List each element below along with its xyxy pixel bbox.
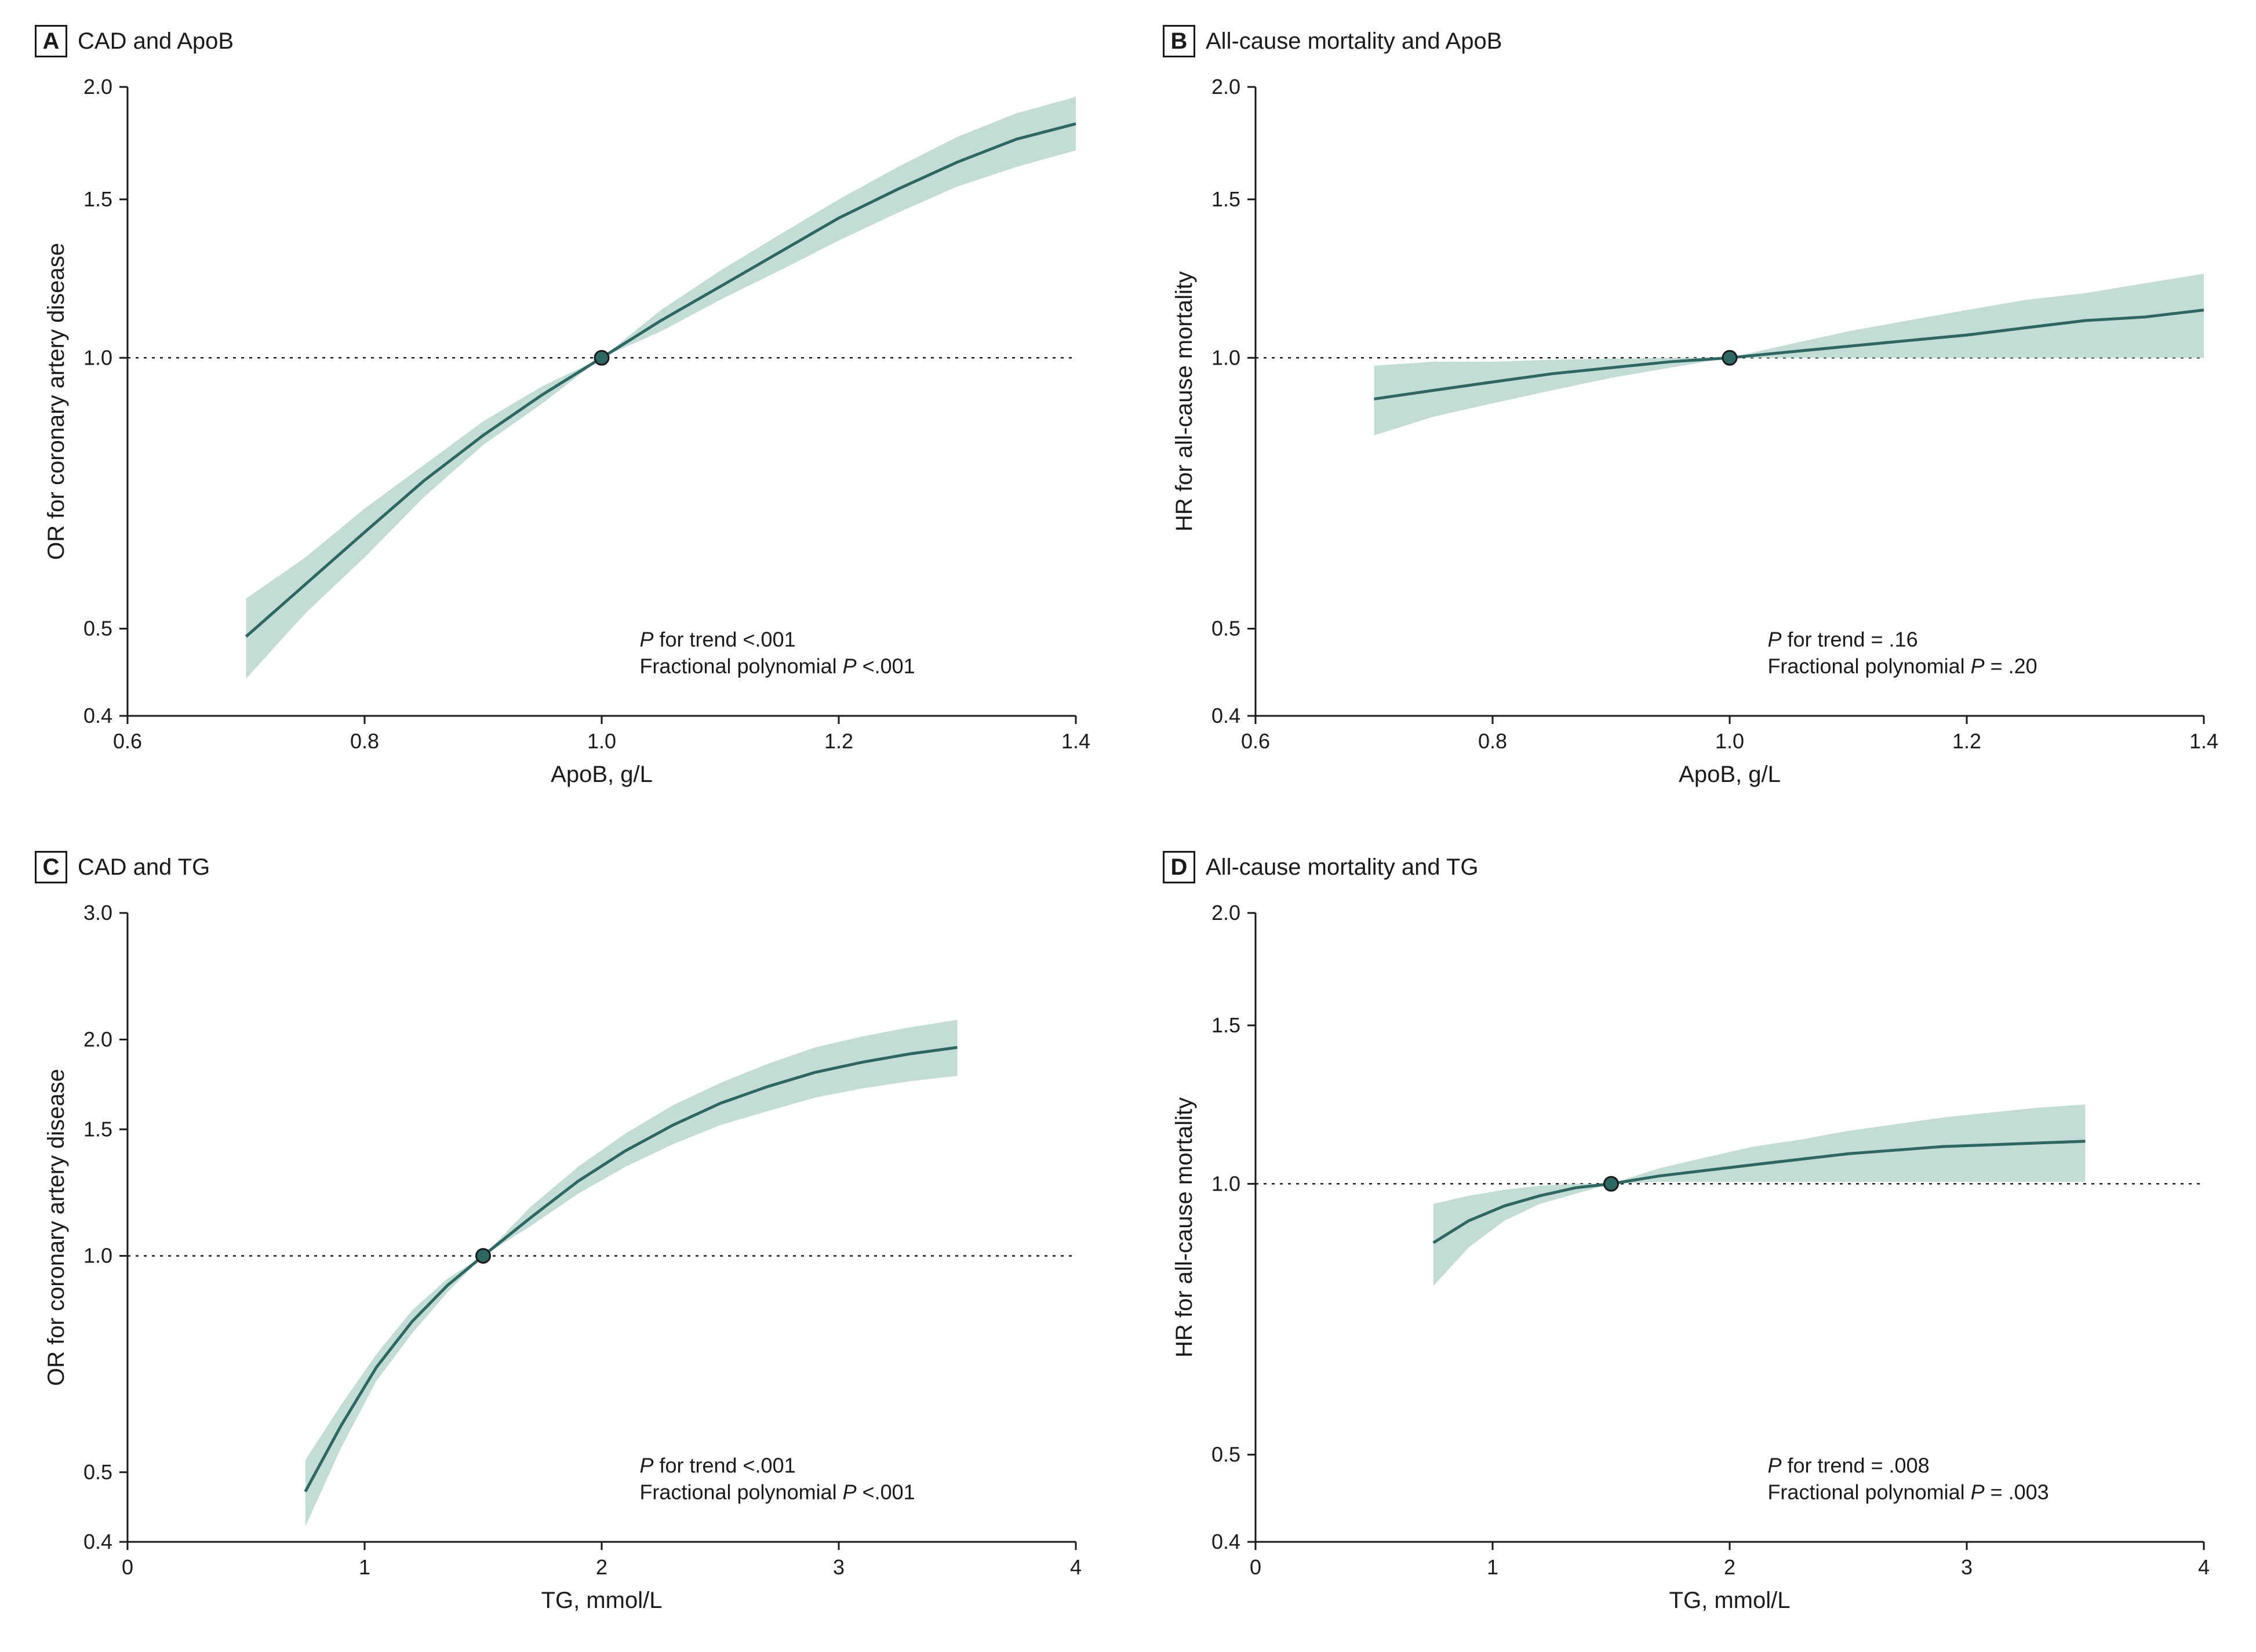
chart-wrap-D: 0 1 2 3 4 TG, mmol/L 0.4 0.5 1.0 1.5 2.0 HR for all…	[1163, 896, 2221, 1629]
panel-B: B All-cause mortality and ApoB 0.6 0.8 1.0…	[1163, 23, 2221, 803]
svg-text:0.4: 0.4	[1211, 1530, 1240, 1553]
svg-text:1: 1	[1487, 1555, 1498, 1579]
svg-text:ApoB, g/L: ApoB, g/L	[551, 762, 653, 787]
svg-text:2: 2	[596, 1555, 607, 1579]
figure-grid: A CAD and ApoB 0.60.81.01.21.4ApoB, g/L0…	[0, 0, 2256, 1652]
svg-text:2.0: 2.0	[83, 1027, 112, 1051]
panel-letter-box: B	[1163, 25, 1195, 57]
panel-letter-box: C	[35, 851, 67, 883]
svg-text:0.4: 0.4	[83, 1530, 112, 1553]
svg-text:0.6: 0.6	[113, 729, 142, 753]
svg-text:P for trend <.001: P for trend <.001	[639, 628, 795, 652]
svg-text:TG, mmol/L: TG, mmol/L	[1669, 1588, 1791, 1613]
svg-text:ApoB, g/L: ApoB, g/L	[1679, 762, 1781, 787]
svg-text:2.0: 2.0	[1211, 901, 1240, 925]
chart-wrap-C: 0 1 2 3 4 TG, mmol/L 0.4 0.5 1.0 1.5 2.0 3.0 OR for …	[35, 896, 1093, 1629]
panel-letter: C	[43, 854, 60, 880]
svg-text:1.0: 1.0	[83, 345, 112, 369]
svg-text:2.0: 2.0	[1211, 75, 1240, 99]
svg-text:0: 0	[1250, 1555, 1261, 1579]
svg-text:0: 0	[122, 1555, 133, 1579]
svg-text:0.5: 0.5	[1211, 617, 1240, 641]
svg-text:2.0: 2.0	[83, 75, 112, 99]
svg-text:1.0: 1.0	[1211, 345, 1240, 369]
svg-text:3: 3	[833, 1555, 845, 1579]
svg-text:4: 4	[2198, 1555, 2210, 1579]
svg-text:1.0: 1.0	[587, 729, 616, 753]
svg-text:1.2: 1.2	[1952, 729, 1981, 753]
svg-text:1.5: 1.5	[1211, 187, 1240, 211]
panel-letter-box: A	[35, 25, 67, 57]
panel-A: A CAD and ApoB 0.60.81.01.21.4ApoB, g/L0…	[35, 23, 1093, 803]
svg-text:HR for all-cause mortality: HR for all-cause mortality	[1171, 1097, 1197, 1358]
svg-text:3.0: 3.0	[83, 901, 112, 925]
svg-text:1.0: 1.0	[1211, 1171, 1240, 1195]
panel-letter: D	[1171, 854, 1188, 880]
panel-letter: B	[1171, 28, 1188, 54]
svg-text:0.8: 0.8	[1478, 729, 1507, 753]
svg-text:OR for coronary artery disease: OR for coronary artery disease	[43, 243, 69, 560]
svg-text:4: 4	[1070, 1555, 1082, 1579]
svg-text:0.5: 0.5	[1211, 1443, 1240, 1467]
svg-text:1: 1	[359, 1555, 370, 1579]
svg-text:1.0: 1.0	[1715, 729, 1744, 753]
panel-letter: A	[43, 28, 60, 54]
svg-text:1.0: 1.0	[83, 1244, 112, 1268]
panel-title: All-cause mortality and TG	[1206, 854, 1479, 880]
svg-text:0.8: 0.8	[350, 729, 379, 753]
svg-text:0.5: 0.5	[83, 617, 112, 641]
svg-text:P for trend = .16: P for trend = .16	[1767, 628, 1917, 652]
panel-header: B All-cause mortality and ApoB	[1163, 23, 2221, 59]
svg-text:Fractional polynomial P = .003: Fractional polynomial P = .003	[1767, 1480, 2048, 1504]
svg-text:Fractional polynomial P <.001: Fractional polynomial P <.001	[639, 654, 915, 678]
svg-text:1.2: 1.2	[824, 729, 853, 753]
svg-text:P for trend = .008: P for trend = .008	[1767, 1454, 1929, 1478]
panel-C: C CAD and TG 0 1 2 3 4 TG, mmol/L 0.4 0.5 1.0 1.5…	[35, 849, 1093, 1629]
svg-text:Fractional polynomial P <.001: Fractional polynomial P <.001	[639, 1480, 915, 1504]
svg-text:3: 3	[1961, 1555, 1973, 1579]
svg-text:HR for all-cause mortality: HR for all-cause mortality	[1171, 271, 1197, 532]
svg-text:0.4: 0.4	[83, 704, 112, 727]
svg-text:1.5: 1.5	[83, 1117, 112, 1141]
svg-text:0.6: 0.6	[1241, 729, 1270, 753]
svg-text:P for trend <.001: P for trend <.001	[639, 1454, 795, 1478]
chart-wrap-B: 0.6 0.8 1.0 1.2 1.4 ApoB, g/L 0.4 0.5 1.0 1.5 2.0 H…	[1163, 70, 2221, 803]
svg-text:1.5: 1.5	[83, 187, 112, 211]
chart-wrap-A: 0.6 0.8 1.0 1.2 1.4 ApoB, g/L 0.4 0.5 1.0 1.5 2.0 O…	[35, 70, 1093, 803]
svg-text:1.5: 1.5	[1211, 1013, 1240, 1037]
svg-text:1.4: 1.4	[1061, 729, 1090, 753]
panel-header: A CAD and ApoB	[35, 23, 1093, 59]
svg-text:TG, mmol/L: TG, mmol/L	[541, 1588, 663, 1613]
panel-D: D All-cause mortality and TG 0 1 2 3 4 TG, mm…	[1163, 849, 2221, 1629]
panel-header: C CAD and TG	[35, 849, 1093, 885]
svg-text:1.4: 1.4	[2189, 729, 2218, 753]
svg-text:0.4: 0.4	[1211, 704, 1240, 727]
svg-text:Fractional polynomial P = .20: Fractional polynomial P = .20	[1767, 654, 2037, 678]
svg-text:OR for coronary artery disease: OR for coronary artery disease	[43, 1069, 69, 1386]
panel-title: CAD and TG	[78, 854, 210, 880]
svg-text:0.5: 0.5	[83, 1460, 112, 1484]
panel-title: CAD and ApoB	[78, 28, 234, 54]
panel-letter-box: D	[1163, 851, 1195, 883]
panel-title: All-cause mortality and ApoB	[1206, 28, 1502, 54]
svg-text:2: 2	[1724, 1555, 1735, 1579]
panel-header: D All-cause mortality and TG	[1163, 849, 2221, 885]
